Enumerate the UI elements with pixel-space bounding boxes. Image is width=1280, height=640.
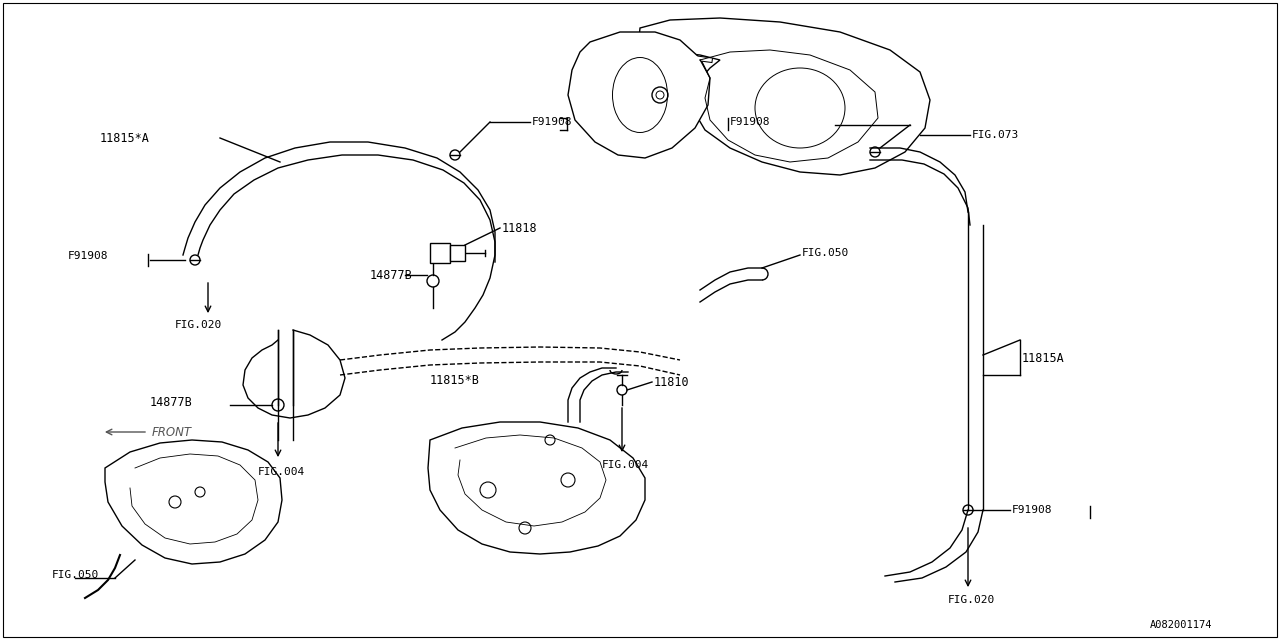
Text: 11815*B: 11815*B [430,374,480,387]
Text: 11815*A: 11815*A [100,131,150,145]
Text: FRONT: FRONT [152,426,192,438]
Text: FIG.020: FIG.020 [175,320,223,330]
Polygon shape [430,243,451,263]
Polygon shape [451,245,465,261]
Text: FIG.073: FIG.073 [972,130,1019,140]
Polygon shape [428,422,645,554]
Text: F91908: F91908 [730,117,771,127]
Text: 14877B: 14877B [150,396,193,408]
Text: 11818: 11818 [502,221,538,234]
Text: 11810: 11810 [654,376,690,388]
Text: A082001174: A082001174 [1149,620,1212,630]
Polygon shape [630,18,931,175]
Polygon shape [568,32,710,158]
Text: 11815A: 11815A [1021,351,1065,365]
Text: F91908: F91908 [532,117,572,127]
Text: FIG.050: FIG.050 [52,570,100,580]
Circle shape [657,91,664,99]
Text: F91908: F91908 [1012,505,1052,515]
Polygon shape [105,440,282,564]
Text: FIG.004: FIG.004 [259,467,305,477]
Text: F91908: F91908 [68,251,109,261]
Text: FIG.020: FIG.020 [948,595,996,605]
Text: 14877B: 14877B [370,269,412,282]
Text: FIG.050: FIG.050 [803,248,849,258]
Text: FIG.004: FIG.004 [602,460,649,470]
